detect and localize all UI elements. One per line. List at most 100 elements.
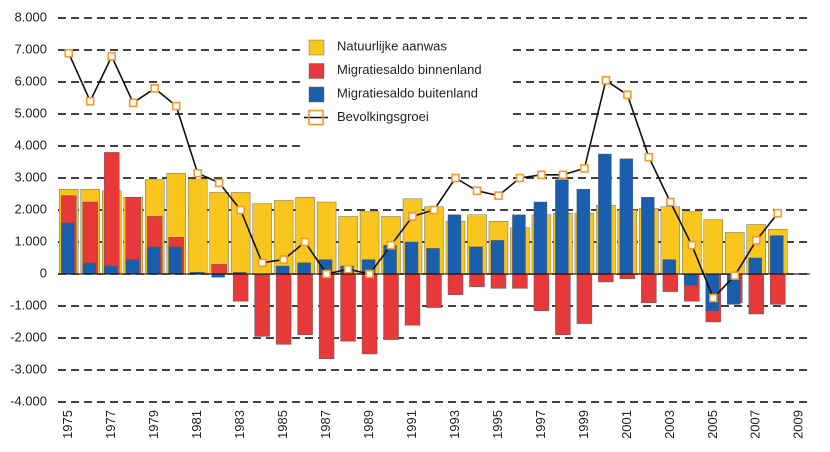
bar (104, 152, 120, 275)
bar (662, 259, 677, 275)
legend-label: Natuurlijke aanwas (337, 38, 447, 53)
bar (104, 265, 118, 275)
x-tick-label: 1975 (60, 410, 75, 439)
y-tick-label: 1.000 (14, 233, 47, 248)
bar (447, 214, 462, 275)
marker (279, 255, 288, 264)
bar (555, 179, 569, 275)
marker (408, 212, 417, 221)
marker (623, 90, 632, 100)
bar (576, 273, 593, 324)
bar (725, 232, 745, 275)
y-tick-label: 4.000 (14, 137, 47, 152)
bar (297, 273, 313, 335)
marker (687, 240, 697, 250)
bar (770, 273, 786, 305)
marker (451, 173, 460, 183)
legend-box (300, 34, 510, 148)
x-tick-label: 1999 (576, 410, 591, 439)
bar (705, 273, 720, 311)
bar (490, 273, 507, 289)
marker (537, 170, 546, 180)
bar (297, 262, 311, 275)
x-tick-label: 2007 (748, 410, 763, 439)
marker (751, 236, 761, 245)
legend-label: Migratiesaldo binnenland (337, 62, 482, 77)
bar (619, 158, 634, 275)
marker (580, 164, 589, 173)
y-tick-label: -3.000 (10, 361, 47, 376)
bar (555, 273, 571, 335)
bar (598, 153, 612, 275)
x-tick-label: 1995 (490, 410, 505, 439)
bar (748, 257, 762, 275)
bar (275, 273, 292, 345)
bar (576, 188, 591, 275)
bar (748, 273, 764, 315)
bar (168, 246, 182, 275)
bar (211, 264, 227, 275)
bar (61, 222, 75, 275)
bar (533, 201, 548, 275)
bar (295, 196, 315, 275)
y-tick-label: 0 (40, 265, 47, 280)
marker (601, 76, 611, 85)
marker (429, 205, 439, 215)
marker (171, 101, 181, 111)
bar (404, 241, 419, 275)
legend-label: Bevolkingsgroei (337, 109, 429, 124)
legend-marker (308, 109, 324, 126)
bar (447, 273, 464, 295)
y-tick-label: -1.000 (10, 297, 47, 312)
bar (426, 248, 440, 275)
bar (598, 273, 614, 283)
y-tick-label: -2.000 (10, 329, 47, 344)
bar (770, 235, 784, 275)
bar (146, 246, 161, 275)
x-tick-label: 1981 (189, 410, 204, 439)
bar (662, 273, 679, 292)
y-tick-label: 3.000 (14, 169, 47, 184)
y-tick-label: 2.000 (14, 201, 47, 216)
x-tick-label: 2005 (705, 410, 720, 439)
bar (82, 262, 96, 275)
marker (558, 170, 568, 180)
marker (107, 52, 117, 61)
bar (361, 273, 378, 355)
x-tick-label: 2009 (791, 410, 806, 439)
marker (85, 96, 95, 106)
marker (666, 197, 675, 207)
marker (472, 186, 482, 196)
marker (64, 48, 74, 58)
bar (684, 273, 698, 286)
bar (125, 259, 139, 275)
x-tick-label: 1989 (361, 410, 376, 439)
bar (187, 179, 208, 275)
x-tick-label: 1985 (275, 410, 290, 439)
bar (230, 192, 251, 275)
x-tick-label: 1991 (404, 410, 419, 439)
marker (214, 178, 224, 188)
bar (469, 246, 483, 275)
marker (128, 98, 138, 108)
bar (209, 192, 229, 275)
x-tick-label: 1983 (232, 410, 247, 439)
marker (236, 205, 245, 215)
bar (318, 273, 335, 360)
marker (709, 293, 718, 303)
bar (703, 219, 724, 275)
x-tick-label: 2003 (662, 410, 677, 439)
y-tick-label: 8.000 (14, 9, 47, 24)
bar (426, 273, 442, 308)
bar (641, 196, 655, 275)
marker (150, 84, 159, 93)
bar (512, 273, 528, 289)
x-tick-label: 1979 (146, 410, 161, 439)
y-tick-label: 6.000 (14, 73, 47, 88)
bar (254, 273, 270, 337)
legend-label: Migratiesaldo buitenland (337, 85, 478, 100)
bar (383, 273, 399, 340)
bar (340, 273, 356, 342)
x-tick-label: 1987 (318, 410, 333, 439)
